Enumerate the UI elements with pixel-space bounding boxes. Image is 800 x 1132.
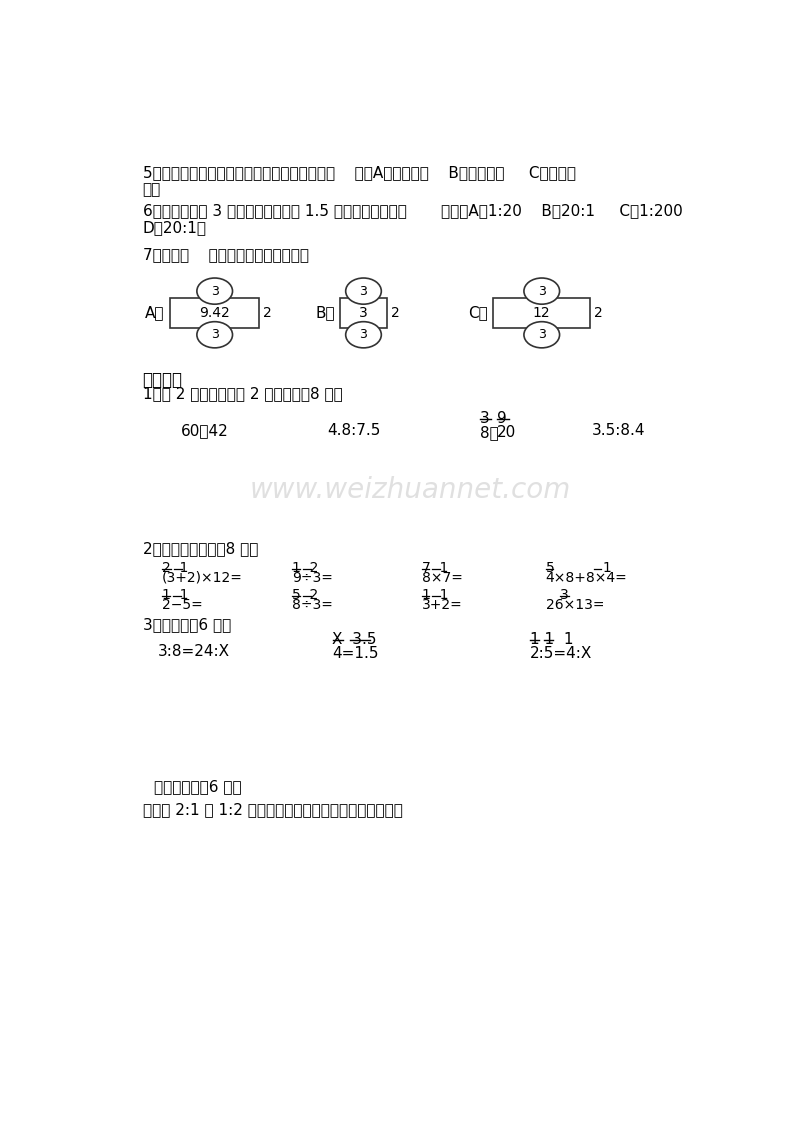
- Ellipse shape: [346, 278, 382, 305]
- Text: 20: 20: [497, 426, 516, 440]
- Text: D。20:1】: D。20:1】: [142, 221, 206, 235]
- Text: 8；: 8；: [480, 426, 498, 440]
- Text: (3+2)×12=: (3+2)×12=: [162, 571, 243, 585]
- Text: 2: 2: [390, 306, 399, 320]
- Text: 4×8+8×4=: 4×8+8×4=: [546, 571, 627, 585]
- Text: X  3.5: X 3.5: [333, 632, 377, 646]
- Text: 3: 3: [210, 284, 218, 298]
- Text: 7、下面（    ）图形是圆柱的展开图。: 7、下面（ ）图形是圆柱的展开图。: [142, 248, 309, 263]
- Text: A、: A、: [146, 306, 165, 320]
- Ellipse shape: [346, 321, 382, 348]
- Text: 4.8:7.5: 4.8:7.5: [327, 423, 381, 438]
- Text: 8×7=: 8×7=: [422, 571, 462, 585]
- Text: 3+2=: 3+2=: [422, 598, 462, 611]
- Text: C、: C、: [469, 306, 488, 320]
- Text: 1  2: 1 2: [292, 560, 318, 575]
- Text: 2、直接写出得数（8 分）: 2、直接写出得数（8 分）: [142, 541, 258, 557]
- Text: 6、图上距离是 3 厘米，实际距离是 1.5 毫米，比例尺是（       ）。【A、1:20    B、20:1     C、1:200: 6、图上距离是 3 厘米，实际距离是 1.5 毫米，比例尺是（ ）。【A、1:2…: [142, 204, 682, 218]
- Ellipse shape: [524, 321, 559, 348]
- Text: 3: 3: [359, 306, 368, 320]
- Text: 1  1: 1 1: [422, 588, 448, 602]
- Text: 3: 3: [210, 328, 218, 341]
- Text: B、: B、: [315, 306, 335, 320]
- Text: 例】: 例】: [142, 182, 161, 197]
- Bar: [494, 299, 590, 327]
- Text: 26×13=: 26×13=: [546, 598, 604, 611]
- Bar: [340, 299, 386, 327]
- Text: 7  1: 7 1: [422, 560, 448, 575]
- Text: 2: 2: [594, 306, 603, 320]
- Text: 3: 3: [538, 328, 546, 341]
- Text: 9: 9: [497, 411, 506, 426]
- Text: 5           1: 5 1: [546, 560, 611, 575]
- Ellipse shape: [197, 278, 233, 305]
- Text: 1  1: 1 1: [162, 588, 189, 602]
- Text: 2:5=4:X: 2:5=4:X: [530, 646, 593, 661]
- Text: 3: 3: [559, 588, 568, 602]
- Text: 3、解比例（6 分）: 3、解比例（6 分）: [142, 617, 231, 632]
- Text: 四、计算: 四、计算: [142, 370, 182, 388]
- Text: 4=1.5: 4=1.5: [333, 646, 379, 661]
- Text: 12: 12: [533, 306, 550, 320]
- Text: 3: 3: [359, 284, 367, 298]
- Text: 1 1  1: 1 1 1: [530, 632, 574, 646]
- Text: 2: 2: [263, 306, 272, 320]
- Text: 2−5=: 2−5=: [162, 598, 202, 611]
- Text: 3:8=24:X: 3:8=24:X: [158, 644, 230, 659]
- Text: 5、铺地面积一定，砖块的边长和用砖的块数（    ）【A、成正比例    B、成反比例     C、不成比: 5、铺地面积一定，砖块的边长和用砖的块数（ ）【A、成正比例 B、成反比例 C、…: [142, 165, 576, 180]
- Text: 2  1: 2 1: [162, 560, 188, 575]
- Text: 5  2: 5 2: [292, 588, 318, 602]
- Ellipse shape: [524, 278, 559, 305]
- Text: 3: 3: [538, 284, 546, 298]
- Text: 3.5:8.4: 3.5:8.4: [592, 423, 646, 438]
- Text: 五、操作题（6 分）: 五、操作题（6 分）: [154, 779, 242, 794]
- Text: www.weizhuannet.com: www.weizhuannet.com: [250, 477, 570, 504]
- Text: 1、前 2 道求比值，后 2 道化简比（8 分）: 1、前 2 道求比值，后 2 道化简比（8 分）: [142, 386, 342, 401]
- Text: 9÷3=: 9÷3=: [292, 571, 333, 585]
- Ellipse shape: [197, 321, 233, 348]
- Text: 分别按 2:1 和 1:2 的比画出长方形放大和缩小后的图形。: 分别按 2:1 和 1:2 的比画出长方形放大和缩小后的图形。: [142, 801, 402, 817]
- Bar: [170, 299, 259, 327]
- Text: 3: 3: [359, 328, 367, 341]
- Text: 3: 3: [480, 411, 490, 426]
- Text: 8÷3=: 8÷3=: [292, 598, 333, 611]
- Text: 9.42: 9.42: [199, 306, 230, 320]
- Text: 60：42: 60：42: [182, 423, 229, 438]
